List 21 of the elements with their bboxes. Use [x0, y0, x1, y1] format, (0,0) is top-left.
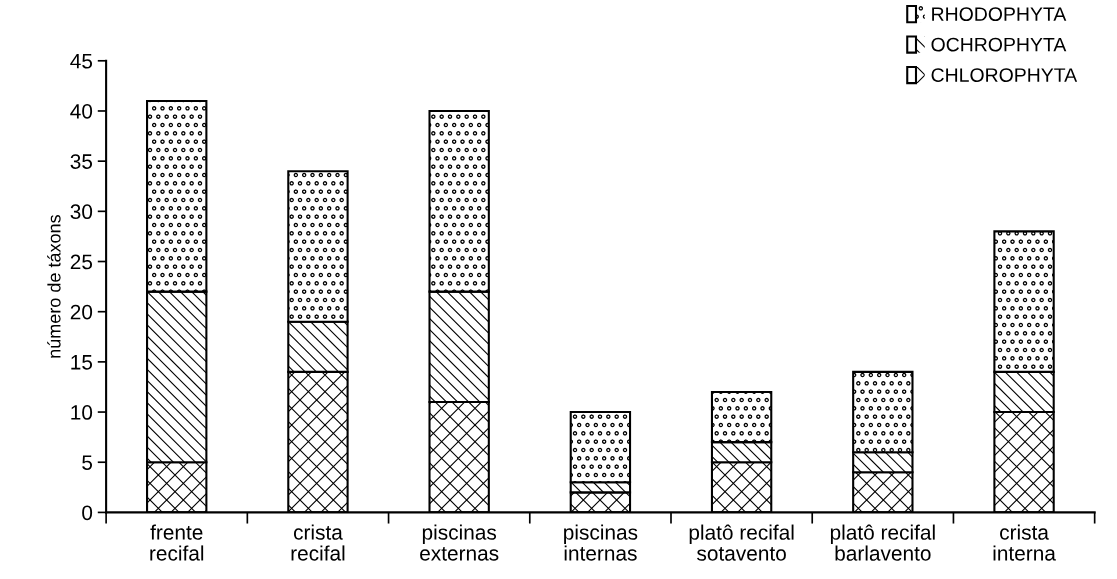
y-tick-label: 0: [82, 505, 93, 521]
y-tick-label: 30: [70, 204, 93, 220]
x-tick-label: frente recifal: [150, 524, 204, 561]
y-tick-label: 15: [71, 355, 93, 370]
y-tick-label: 45: [70, 54, 93, 69]
x-tick-label: crista interna: [993, 524, 1056, 561]
y-tick-label: 10: [71, 405, 93, 420]
y-tick-label: 20: [70, 304, 93, 320]
y-axis-title: número de táxons: [47, 214, 61, 358]
x-tick-label: platô recifal sotavento: [689, 524, 794, 561]
x-tick-label: crista recifal: [291, 524, 345, 561]
y-tick-label: 35: [70, 154, 93, 169]
x-tick-label: platô recifal barlavento: [830, 524, 935, 561]
legend-label: RHODOPHYTA: [932, 7, 1067, 21]
x-tick-label: piscinas externas: [420, 524, 499, 561]
y-tick-label: 40: [70, 103, 93, 119]
legend-label: CHLOROPHYTA: [931, 68, 1078, 82]
y-tick-label: 5: [82, 455, 93, 470]
y-tick-label: 25: [70, 254, 93, 270]
x-tick-label: piscinas internas: [564, 524, 638, 561]
legend-label: OCHROPHYTA: [931, 37, 1067, 52]
